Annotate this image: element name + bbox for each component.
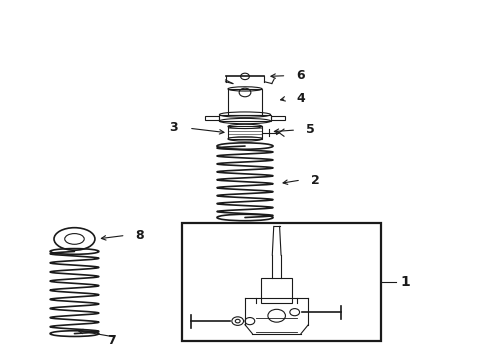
Bar: [205, 116, 220, 120]
Text: 6: 6: [296, 69, 305, 82]
Text: 8: 8: [135, 229, 144, 242]
Bar: [270, 116, 285, 120]
Text: 2: 2: [311, 174, 319, 186]
Bar: [182, 223, 381, 341]
Text: 7: 7: [107, 334, 115, 347]
Text: 4: 4: [296, 92, 305, 105]
Bar: [228, 89, 262, 114]
Bar: [220, 114, 270, 121]
Bar: [261, 278, 292, 303]
Bar: [228, 126, 262, 139]
Text: 3: 3: [170, 121, 178, 134]
Text: 5: 5: [306, 123, 315, 136]
Text: 1: 1: [401, 275, 411, 289]
